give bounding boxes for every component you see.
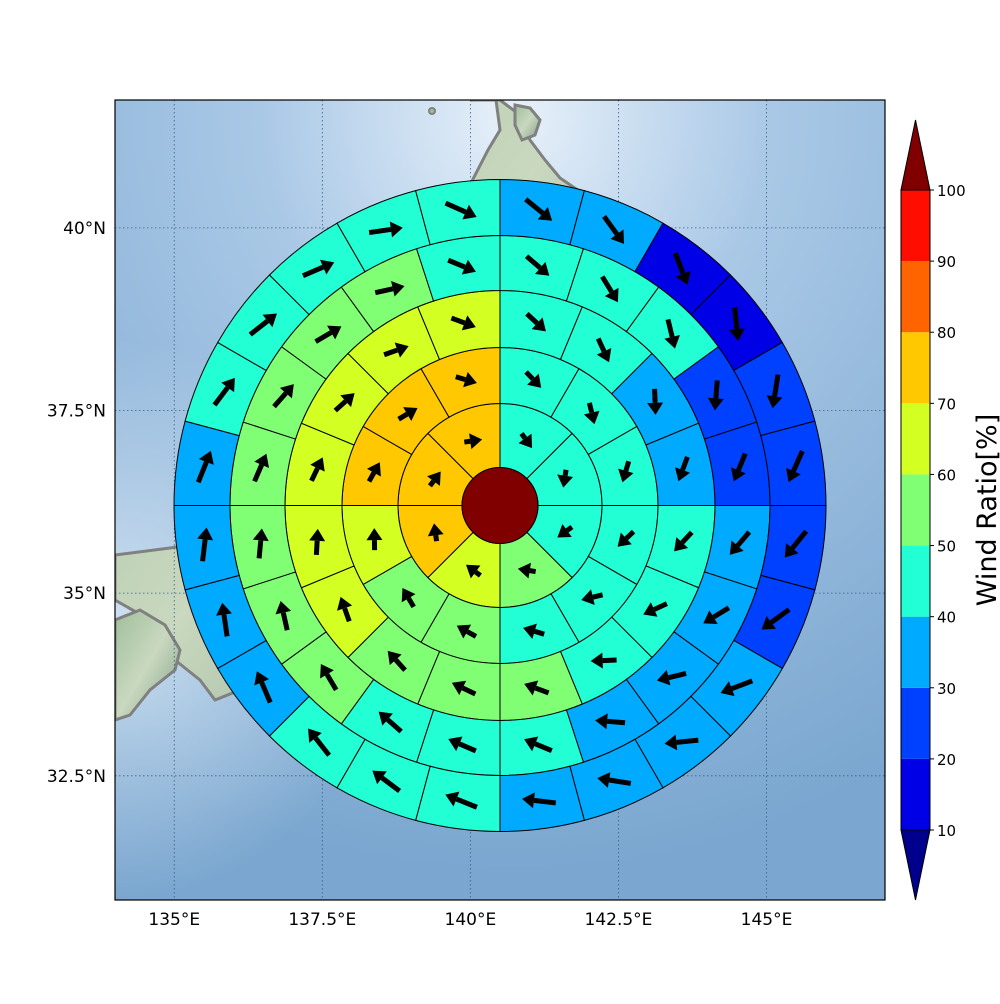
wind-arrow-shaft — [593, 595, 603, 597]
wind-arrow-shaft — [655, 389, 656, 403]
wind-arrow-shaft — [716, 380, 717, 398]
wind-arrow-shaft — [589, 403, 591, 413]
colorbar-tick-label: 40 — [937, 609, 956, 627]
colorbar-swatch — [901, 688, 930, 759]
wind-arrow-shaft — [436, 535, 437, 541]
lat-tick-label: 37.5°N — [47, 402, 106, 422]
colorbar-swatch — [901, 190, 930, 261]
wind-arrow-shaft — [775, 375, 778, 397]
lon-tick-label: 140°E — [445, 910, 497, 930]
colorbar-tick-label: 90 — [937, 253, 956, 271]
colorbar-under-extension — [901, 830, 930, 900]
lon-tick-label: 145°E — [741, 910, 793, 930]
lon-tick-label: 142.5°E — [585, 910, 653, 930]
wind-arrow-shaft — [530, 571, 536, 572]
wind-arrow-shaft — [565, 470, 566, 476]
colorbar-tick-label: 70 — [937, 395, 956, 413]
wind-arrow-shaft — [534, 800, 556, 803]
wind-arrow-shaft — [626, 461, 629, 471]
lat-tick-label: 40°N — [63, 219, 106, 239]
colorbar-swatch — [901, 759, 930, 830]
colorbar: 10 20 30 40 50 60 70 80 90 100 Wind Ratio[%] — [901, 120, 1000, 900]
wind-arrow-shaft — [464, 441, 470, 442]
colorbar-tick-label: 60 — [937, 466, 956, 484]
colorbar-swatch — [901, 332, 930, 403]
colorbar-swatch — [901, 474, 930, 545]
wind-arrow-shaft — [609, 780, 631, 783]
lon-tick-label: 137.5°E — [288, 910, 356, 930]
wind-arrow-shaft — [259, 540, 261, 558]
colorbar-tick-label: 100 — [937, 182, 966, 200]
colorbar-swatch — [901, 546, 930, 617]
wind-arrow-shaft — [735, 307, 737, 329]
wind-arrow-shaft — [567, 527, 572, 531]
island — [429, 108, 435, 114]
lat-tick-label: 32.5°N — [47, 767, 106, 787]
wind-arrow-shaft — [316, 541, 317, 555]
wind-arrow-shaft — [607, 721, 625, 722]
wind-arrow-shaft — [430, 481, 434, 486]
wind-arrow-shaft — [521, 434, 525, 439]
colorbar-tick-label: 80 — [937, 324, 956, 342]
wind-arrow-shaft — [535, 631, 545, 634]
wind-arrow-shaft — [456, 377, 466, 380]
wind-arrow-shaft — [676, 740, 698, 742]
wind-arrow-shaft — [476, 572, 481, 576]
wind-arrow-shaft — [603, 660, 617, 661]
ring-sector — [761, 421, 826, 505]
colorbar-swatch — [901, 403, 930, 474]
colorbar-over-extension — [901, 120, 930, 190]
colorbar-tick-label: 50 — [937, 538, 956, 556]
colorbar-tick-label: 30 — [937, 680, 956, 698]
colorbar-tick-label: 20 — [937, 751, 956, 769]
colorbar-swatch — [901, 261, 930, 332]
wind-arrow-shaft — [203, 539, 206, 561]
lat-tick-label: 35°N — [63, 584, 106, 604]
wind-arrow-shaft — [369, 229, 391, 232]
colorbar-label: Wind Ratio[%] — [972, 414, 1000, 606]
wind-arrow-shaft — [224, 615, 227, 637]
lon-tick-label: 135°E — [148, 910, 200, 930]
ring-sector — [416, 179, 500, 244]
center-cell — [462, 467, 538, 543]
colorbar-tick-label: 10 — [937, 822, 956, 840]
colorbar-swatch — [901, 617, 930, 688]
